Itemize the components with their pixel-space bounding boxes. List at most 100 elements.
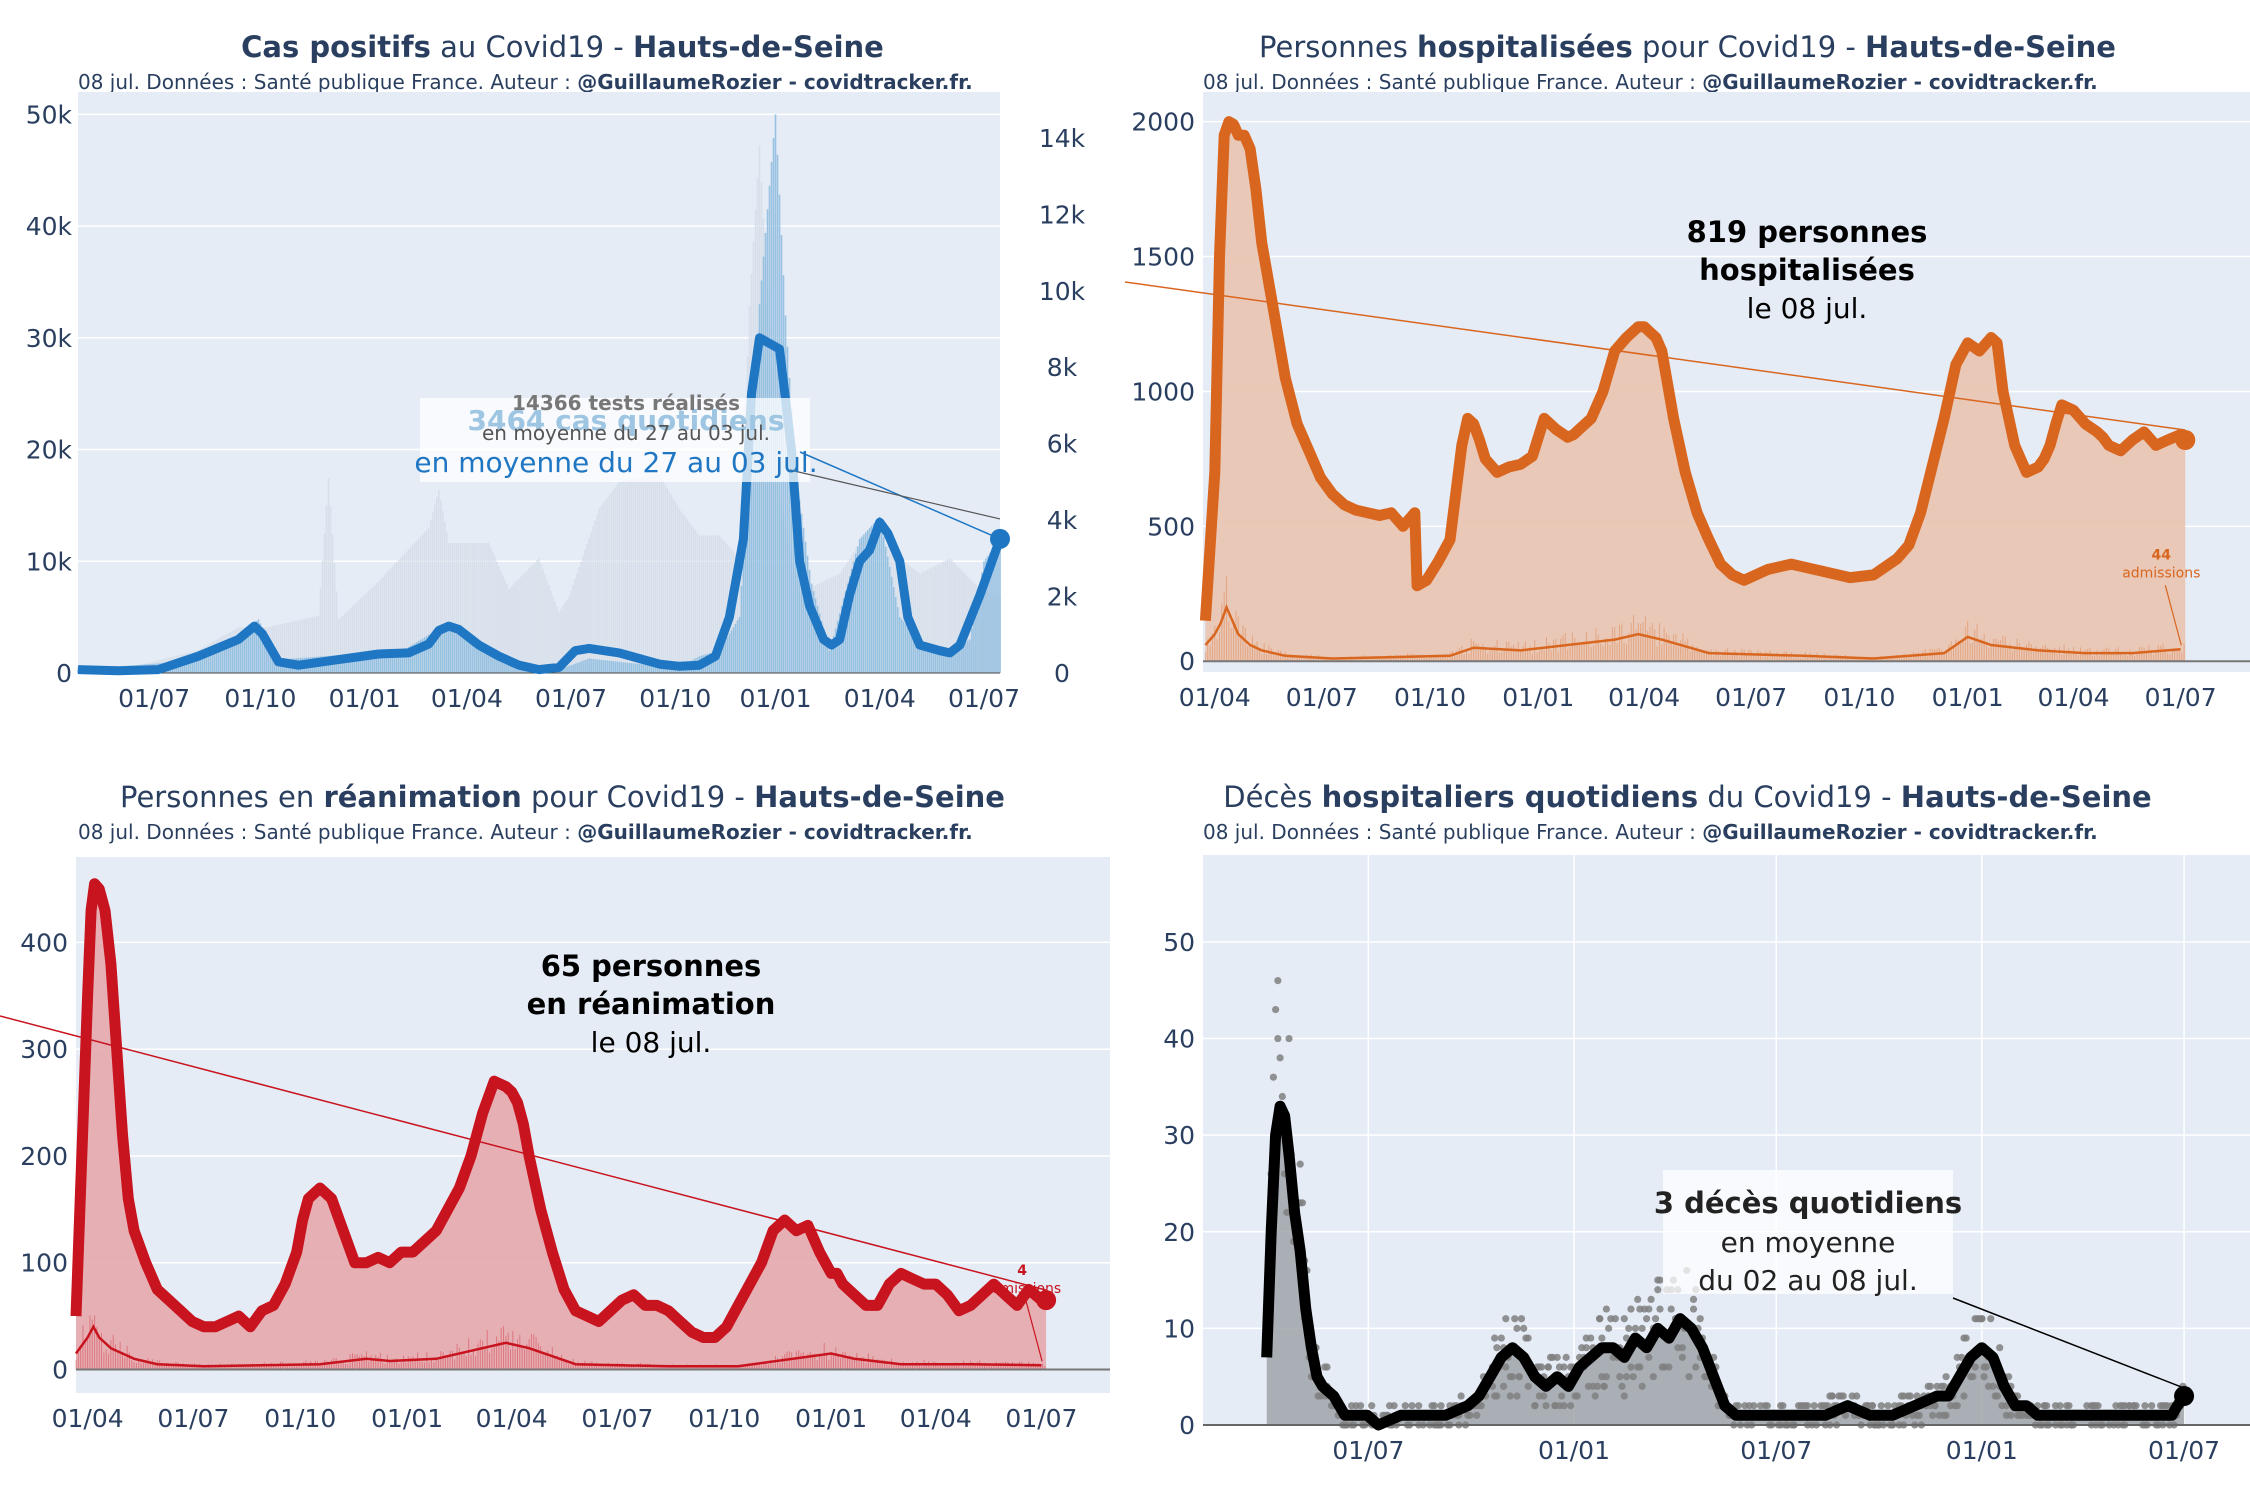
annotation-text: en moyenne du 27 au 03 jul. xyxy=(482,421,770,445)
deaths-dot xyxy=(1828,1392,1836,1400)
annotation-line xyxy=(1952,1297,2185,1389)
x-tick-label: 01/01 xyxy=(1538,1436,1610,1465)
deaths-dot xyxy=(1989,1382,1997,1390)
x-tick-label: 01/07 xyxy=(1332,1436,1404,1465)
deaths-dot xyxy=(1667,1305,1675,1313)
deaths-dot xyxy=(1638,1382,1646,1390)
deaths-dot xyxy=(1689,1305,1698,1313)
deaths-avg-line xyxy=(1261,1100,2189,1431)
deaths-dot xyxy=(1298,1199,1307,1207)
deaths-dot xyxy=(1598,1334,1606,1342)
x-tick-label: 01/01 xyxy=(795,1404,867,1433)
main-area xyxy=(1205,121,2186,662)
admissions-line xyxy=(74,1324,1042,1368)
deaths-dot xyxy=(1987,1315,1995,1323)
x-tick-label: 01/04 xyxy=(476,1404,548,1433)
x-tick-label: 01/04 xyxy=(2038,683,2110,712)
y-tick-label-right: 6k xyxy=(1047,430,1078,459)
deaths-dot xyxy=(1678,1353,1686,1361)
deaths-dot xyxy=(1638,1324,1646,1332)
deaths-dot xyxy=(1611,1315,1619,1323)
deaths-dot xyxy=(1276,1054,1284,1062)
y-tick-label: 200 xyxy=(20,1142,68,1171)
y-tick-label: 1000 xyxy=(1131,377,1195,406)
panel-deaths: Décès hospitaliers quotidiens du Covid19… xyxy=(1125,750,2250,1500)
deaths-dot xyxy=(1274,1034,1282,1043)
deaths-dot xyxy=(1415,1402,1423,1410)
x-tick-label: 01/10 xyxy=(264,1404,336,1433)
annotation-text: le 08 jul. xyxy=(591,1026,712,1059)
last-point-marker xyxy=(2174,1386,2195,1407)
deaths-dot xyxy=(1562,1353,1570,1361)
deaths-dot xyxy=(1969,1373,1977,1381)
deaths-dot xyxy=(1692,1363,1700,1371)
x-tick-label: 01/01 xyxy=(739,684,811,713)
deaths-dot xyxy=(1651,1315,1660,1323)
y-tick-label: 300 xyxy=(20,1035,68,1064)
deaths-dot xyxy=(1515,1373,1523,1381)
deaths-dot xyxy=(1629,1373,1637,1381)
y-tick-label: 400 xyxy=(20,928,68,957)
x-tick-label: 01/01 xyxy=(1946,1436,2018,1465)
deaths-dot xyxy=(2056,1402,2064,1410)
y-tick-label: 0 xyxy=(1179,1411,1195,1440)
deaths-dot xyxy=(1499,1382,1508,1390)
deaths-dot xyxy=(1929,1411,1937,1419)
deaths-dot xyxy=(1884,1402,1892,1410)
deaths-dot xyxy=(1558,1392,1566,1400)
deaths-dot xyxy=(1502,1363,1510,1371)
deaths-dot xyxy=(2043,1402,2051,1410)
annotation-text: 3464 cas quotidiens xyxy=(467,404,784,437)
annotation-text: hospitalisées xyxy=(1699,253,1915,287)
deaths-dot xyxy=(1587,1334,1595,1342)
y-tick-label-left: 40k xyxy=(26,212,73,241)
chart-title: Personnes en réanimation pour Covid19 - … xyxy=(120,780,1005,814)
x-tick-label: 01/07 xyxy=(2145,683,2217,712)
chart-cases: 0 10k 20k 30k 40k 50k 0 2k 4k 6k 8k 10k 12k 14k 01/07 0… xyxy=(26,92,1086,713)
y-tick-label: 1500 xyxy=(1131,243,1195,272)
deaths-dot xyxy=(1368,1402,1376,1410)
y-tick-label: 0 xyxy=(1179,647,1195,676)
deaths-dot xyxy=(1627,1305,1635,1313)
deaths-dot xyxy=(1513,1324,1521,1332)
panel-hosp: Personnes hospitalisées pour Covid19 - H… xyxy=(1125,0,2250,750)
annotation-line xyxy=(789,469,1001,520)
main-line xyxy=(1199,116,2190,622)
deaths-dot xyxy=(1942,1411,1950,1419)
deaths-dot xyxy=(1824,1402,1832,1410)
deaths-dot xyxy=(1466,1411,1474,1419)
deaths-dot xyxy=(1408,1402,1416,1410)
deaths-dot xyxy=(1971,1363,1979,1371)
deaths-dot xyxy=(1620,1392,1628,1400)
y-tick-label-right: 12k xyxy=(1039,200,1086,229)
deaths-dot xyxy=(1560,1402,1568,1410)
deaths-dot xyxy=(1493,1344,1501,1352)
deaths-dot xyxy=(1356,1402,1365,1410)
deaths-dot xyxy=(1401,1402,1409,1410)
deaths-dot xyxy=(1631,1324,1640,1332)
deaths-dot xyxy=(1942,1373,1950,1381)
y-tick-label: 40 xyxy=(1163,1025,1195,1054)
deaths-dot xyxy=(1980,1373,1988,1381)
x-tick-label: 01/07 xyxy=(1715,683,1787,712)
x-tick-label: 01/10 xyxy=(639,684,711,713)
y-tick-label-right: 0 xyxy=(1054,659,1070,688)
deaths-dot xyxy=(1853,1392,1861,1400)
annotation-text: 14366 tests réalisés xyxy=(512,391,740,415)
deaths-dot xyxy=(1506,1392,1514,1400)
chart-source: 08 jul. Données : Santé publique France.… xyxy=(1203,820,2098,844)
chart-title: Décès hospitaliers quotidiens du Covid19… xyxy=(1223,780,2152,814)
x-tick-label: 01/07 xyxy=(2148,1436,2220,1465)
annotation-line xyxy=(0,1015,1047,1291)
x-tick-label: 01/07 xyxy=(118,684,190,713)
deaths-dot xyxy=(1978,1315,1986,1323)
annotation-text: 3 décès quotidiens xyxy=(1654,1186,1962,1220)
deaths-dot xyxy=(1513,1392,1521,1400)
chart-rea: 0 100 200 300 400 01/04 01/07 01/10 01/01 01/04 01… xyxy=(0,857,1110,1433)
deaths-dot xyxy=(1620,1315,1628,1323)
deaths-dot xyxy=(1508,1373,1517,1381)
deaths-dot xyxy=(1283,1208,1291,1217)
deaths-dot xyxy=(1665,1363,1673,1371)
panel-cases: Cas positifs au Covid19 - Hauts-de-Seine… xyxy=(0,0,1125,750)
deaths-dot xyxy=(1962,1334,1970,1342)
